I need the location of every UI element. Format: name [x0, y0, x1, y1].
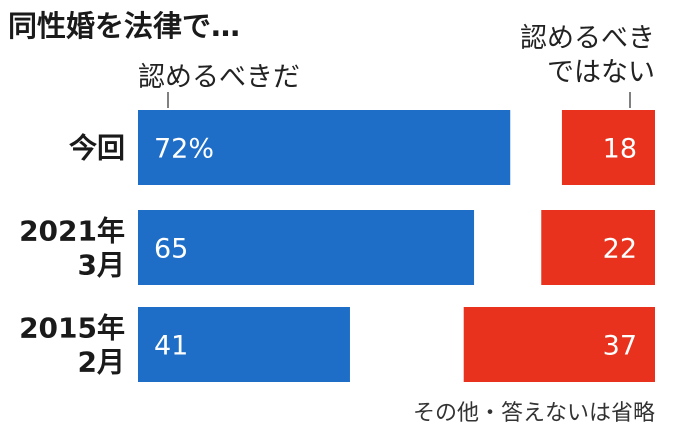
value-label-agree-3: 41 [154, 331, 188, 362]
value-label-disagree-1: 18 [603, 134, 637, 165]
bar-agree-3 [138, 307, 350, 382]
chart-title: 同性婚を法律で… [8, 9, 240, 43]
bar-disagree-3 [463, 307, 655, 382]
bar-disagree-1 [561, 110, 655, 185]
category-label-2-line-2: 3月 [78, 249, 125, 282]
category-label-2-line-1: 2021年 [19, 215, 125, 248]
value-label-disagree-3: 37 [603, 331, 637, 362]
value-label-agree-2: 65 [154, 234, 188, 265]
value-label-disagree-2: 22 [603, 234, 637, 265]
bar-agree-2 [138, 210, 475, 285]
bar-agree-1 [138, 110, 511, 185]
category-label-1-line-1: 今回 [69, 132, 125, 165]
category-label-3-line-2: 2月 [78, 346, 125, 379]
category-label-3-line-1: 2015年 [19, 312, 125, 345]
legend-label-agree: 認めるべきだ [138, 62, 300, 93]
legend-label-disagree-line-1: 認めるべき [520, 23, 655, 54]
legend-label-disagree-line-2: ではない [547, 57, 655, 88]
bar-disagree-2 [541, 210, 655, 285]
value-label-agree-1: 72% [154, 134, 214, 165]
chart-note: その他・答えないは省略 [413, 401, 655, 426]
